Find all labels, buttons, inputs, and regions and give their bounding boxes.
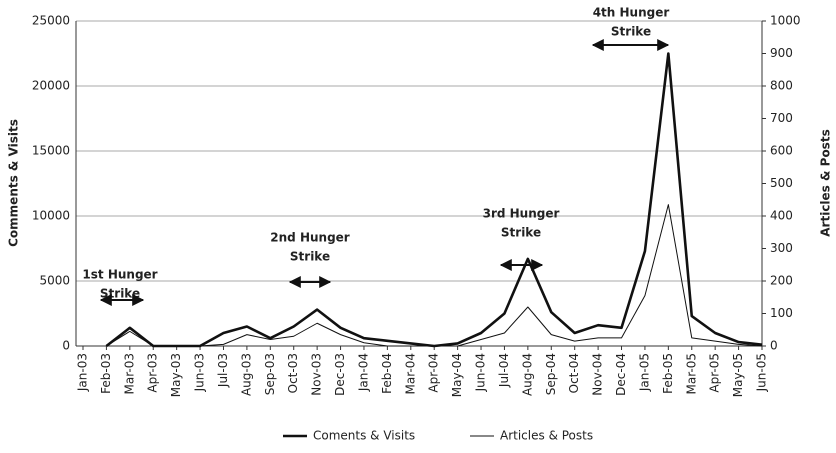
- x-tick-label: Sep-04: [544, 353, 558, 395]
- y-tick-label: 25000: [32, 14, 70, 28]
- x-tick-label: Mar-03: [122, 353, 136, 394]
- x-tick-label: Mar-04: [403, 353, 417, 394]
- annotation-text: Strike: [100, 287, 140, 301]
- x-tick-label: Mar-05: [684, 353, 698, 394]
- x-tick-label: Jun-03: [193, 353, 207, 392]
- x-tick-label: Apr-04: [427, 353, 441, 393]
- x-tick-label: Jun-04: [474, 353, 488, 392]
- x-tick-label: Oct-03: [286, 353, 300, 393]
- annotation-text: Strike: [290, 250, 330, 264]
- x-tick-label: Jan-04: [356, 353, 370, 392]
- annotation-text: Strike: [501, 226, 541, 240]
- y2-tick-label: 0: [770, 339, 778, 353]
- y2-tick-label: 100: [770, 306, 793, 320]
- x-tick-label: Feb-05: [661, 353, 675, 394]
- x-tick-label: Nov-03: [310, 353, 324, 396]
- x-tick-label: Jan-05: [637, 353, 651, 392]
- y2-tick-label: 900: [770, 46, 793, 60]
- x-tick-label: May-03: [169, 353, 183, 397]
- x-tick-label: Jul-04: [497, 353, 511, 388]
- x-tick-label: Feb-04: [380, 353, 394, 394]
- x-tick-label: May-04: [450, 353, 464, 397]
- y-tick-label: 15000: [32, 144, 70, 158]
- y-tick-label: 10000: [32, 209, 70, 223]
- y2-tick-label: 700: [770, 111, 793, 125]
- legend-label: Articles & Posts: [500, 429, 593, 443]
- x-tick-label: Nov-04: [591, 353, 605, 396]
- y-tick-label: 0: [62, 339, 70, 353]
- x-tick-label: Aug-03: [239, 353, 253, 396]
- y2-tick-label: 200: [770, 274, 793, 288]
- y2-tick-label: 600: [770, 144, 793, 158]
- annotation-text: 2nd Hunger: [270, 231, 350, 245]
- x-tick-label: Oct-04: [567, 353, 581, 393]
- series-line: [105, 52, 763, 348]
- y-axis-title: Comments & Visits: [7, 119, 21, 247]
- x-tick-label: Apr-03: [146, 353, 160, 393]
- legend-label: Coments & Visits: [313, 429, 415, 443]
- x-tick-label: Jan-03: [76, 353, 90, 392]
- x-tick-label: Feb-03: [99, 353, 113, 394]
- x-tick-label: May-05: [731, 353, 745, 397]
- y2-tick-label: 500: [770, 176, 793, 190]
- x-tick-label: Apr-05: [708, 353, 722, 393]
- y-tick-label: 5000: [39, 274, 70, 288]
- y2-tick-label: 400: [770, 209, 793, 223]
- x-tick-label: Dec-03: [333, 353, 347, 396]
- x-tick-label: Jun-05: [755, 353, 769, 392]
- y2-tick-label: 800: [770, 79, 793, 93]
- series-line: [106, 204, 763, 347]
- x-tick-label: Dec-04: [614, 353, 628, 396]
- y2-axis-title: Articles & Posts: [819, 129, 833, 236]
- x-tick-label: Jul-03: [216, 353, 230, 388]
- annotation-text: 1st Hunger: [82, 268, 157, 282]
- y-tick-label: 20000: [32, 79, 70, 93]
- annotation-text: Strike: [611, 25, 651, 39]
- x-tick-label: Aug-04: [520, 353, 534, 396]
- annotation-text: 4th Hunger: [593, 6, 670, 20]
- y2-tick-label: 300: [770, 241, 793, 255]
- annotation-text: 3rd Hunger: [483, 207, 560, 221]
- x-tick-label: Sep-03: [263, 353, 277, 395]
- y2-tick-label: 1000: [770, 14, 801, 28]
